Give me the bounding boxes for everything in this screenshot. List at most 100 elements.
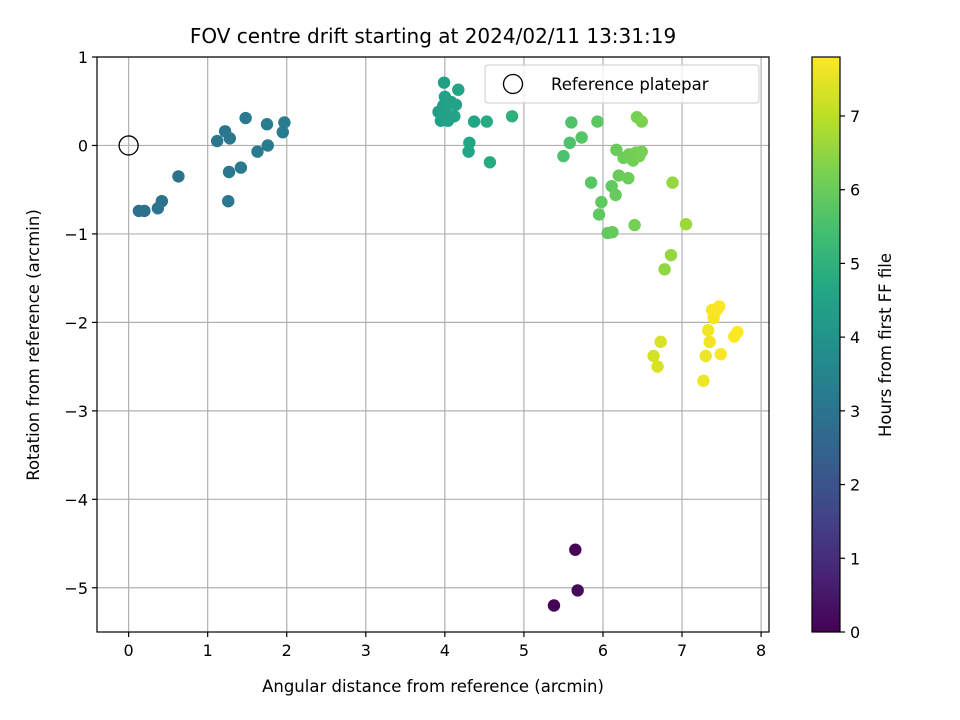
data-point <box>610 143 623 157</box>
data-point <box>609 188 622 202</box>
colorbar: 0 1 2 3 4 5 6 7 Hours from first FF file <box>811 56 895 642</box>
data-point <box>635 145 648 158</box>
colorbar-tick-label: 3 <box>850 402 860 421</box>
data-point <box>731 325 744 339</box>
data-point <box>622 171 635 185</box>
legend-entry-reference: Reference platepar <box>551 75 709 94</box>
colorbar-tick-label: 4 <box>850 328 860 347</box>
colorbar-tick-label: 0 <box>850 623 860 642</box>
data-points <box>132 76 744 612</box>
data-point <box>210 134 224 148</box>
data-point <box>547 599 561 612</box>
data-point <box>222 194 235 208</box>
colorbar-tick-label: 7 <box>850 107 860 126</box>
plot-area-frame <box>96 56 770 633</box>
data-point <box>278 116 291 129</box>
data-point <box>591 115 604 128</box>
colorbar-frame <box>811 56 841 633</box>
data-point <box>666 176 679 189</box>
data-point <box>606 225 619 239</box>
x-tick-label: 1 <box>203 641 213 660</box>
colorbar-tick-label: 5 <box>850 254 860 273</box>
x-tick-label: 4 <box>440 641 450 660</box>
data-point <box>480 115 493 128</box>
data-point <box>635 115 648 128</box>
data-point <box>569 543 582 556</box>
y-axis-label: Rotation from reference (arcmin) <box>24 209 43 481</box>
grid-lines <box>97 56 769 632</box>
y-tick-label: −5 <box>64 579 88 598</box>
data-point <box>557 149 570 163</box>
chart-title: FOV centre drift starting at 2024/02/11 … <box>190 24 676 48</box>
reference-layer <box>118 135 139 156</box>
data-point <box>571 584 584 597</box>
data-point <box>505 110 519 123</box>
data-point <box>575 131 588 144</box>
x-tick-label: 7 <box>677 641 687 660</box>
data-point <box>222 165 236 179</box>
data-point <box>612 169 625 182</box>
data-point <box>467 115 481 128</box>
data-point <box>155 194 169 208</box>
data-point <box>701 324 715 337</box>
data-point <box>584 176 598 189</box>
data-point <box>563 136 576 150</box>
data-point <box>437 76 451 89</box>
data-point <box>592 208 606 221</box>
data-point <box>234 161 248 174</box>
data-point <box>463 136 476 150</box>
y-tick-label: 1 <box>78 48 88 67</box>
colorbar-tick-label: 1 <box>850 549 860 568</box>
data-point <box>699 349 712 363</box>
colorbar-gradient <box>812 57 840 632</box>
data-point <box>223 132 237 145</box>
y-axis-ticks: 1 0 −1 −2 −3 −4 −5 <box>64 48 97 598</box>
legend: Reference platepar <box>484 64 760 104</box>
data-point <box>172 170 185 183</box>
y-tick-label: −2 <box>64 313 88 332</box>
data-point <box>565 116 578 129</box>
data-point <box>679 217 693 231</box>
reference-platepar-marker <box>118 135 139 156</box>
data-point <box>448 110 461 123</box>
x-tick-label: 8 <box>756 641 766 660</box>
data-point <box>260 118 274 131</box>
colorbar-tick-label: 6 <box>850 181 860 200</box>
x-tick-label: 5 <box>519 641 529 660</box>
y-tick-label: 0 <box>78 136 88 155</box>
data-point <box>664 248 678 262</box>
data-point <box>261 139 274 152</box>
y-tick-label: −1 <box>64 225 88 244</box>
data-point <box>714 348 727 361</box>
data-point <box>251 145 264 158</box>
data-point <box>276 125 289 139</box>
data-point <box>703 335 716 349</box>
data-point <box>483 156 497 169</box>
x-axis-ticks: 0 1 2 3 4 5 6 7 8 <box>124 632 766 660</box>
data-point <box>239 111 252 125</box>
colorbar-tick-label: 2 <box>850 476 860 495</box>
data-point <box>595 195 608 209</box>
x-tick-label: 0 <box>124 641 134 660</box>
x-axis-label: Angular distance from reference (arcmin) <box>262 677 604 696</box>
data-point <box>138 204 151 218</box>
y-tick-label: −3 <box>64 402 88 421</box>
y-tick-label: −4 <box>64 490 88 509</box>
legend-box <box>484 64 760 104</box>
colorbar-ticks: 0 1 2 3 4 5 6 7 <box>840 107 860 642</box>
data-point <box>628 218 641 232</box>
data-point <box>712 300 726 313</box>
x-tick-label: 3 <box>361 641 371 660</box>
data-point <box>658 263 671 276</box>
x-tick-label: 6 <box>598 641 608 660</box>
x-tick-label: 2 <box>282 641 292 660</box>
data-point <box>452 83 465 96</box>
data-point <box>654 335 667 349</box>
data-point <box>697 374 710 387</box>
data-point <box>651 360 664 373</box>
data-point <box>449 98 463 111</box>
data-point <box>647 349 660 363</box>
colorbar-label: Hours from first FF file <box>876 253 895 437</box>
legend-marker-reference <box>502 73 524 95</box>
